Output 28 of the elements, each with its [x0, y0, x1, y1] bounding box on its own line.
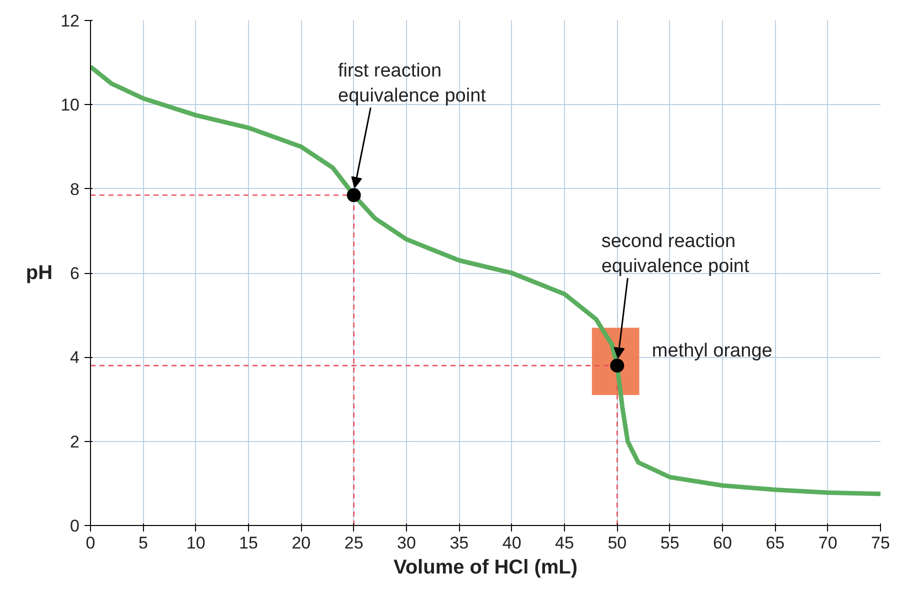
x-tick-label: 25 [344, 534, 364, 552]
x-tick-label: 35 [450, 534, 469, 552]
x-tick-label: 0 [86, 534, 96, 552]
x-tick-label: 40 [502, 534, 522, 552]
x-tick-label: 20 [292, 534, 311, 552]
annotation: second reaction equivalence point [601, 230, 750, 278]
y-tick-label: 6 [70, 264, 80, 283]
x-tick-label: 65 [766, 534, 785, 552]
x-tick-label: 45 [555, 534, 574, 552]
x-tick-label: 75 [871, 534, 890, 552]
annotation: first reaction equivalence point [338, 60, 487, 107]
band-label: methyl orange [652, 340, 772, 362]
x-tick-label: 15 [239, 534, 258, 552]
x-axis-title: Volume of HCl (mL) [393, 556, 578, 578]
y-tick-label: 4 [70, 348, 80, 368]
x-tick-label: 5 [138, 534, 148, 552]
y-tick-label: 2 [70, 432, 80, 452]
y-tick-label: 10 [60, 96, 80, 115]
x-tick-label: 70 [818, 534, 838, 552]
y-tick-label: 0 [70, 516, 80, 536]
x-tick-label: 50 [608, 534, 627, 552]
y-tick-label: 12 [60, 12, 80, 30]
x-tick-label: 10 [186, 534, 206, 552]
x-tick-label: 30 [397, 534, 416, 552]
x-tick-label: 55 [660, 534, 680, 552]
y-tick-label: 8 [70, 180, 80, 199]
x-tick-label: 60 [713, 534, 732, 552]
y-axis-title: pH [26, 262, 53, 284]
